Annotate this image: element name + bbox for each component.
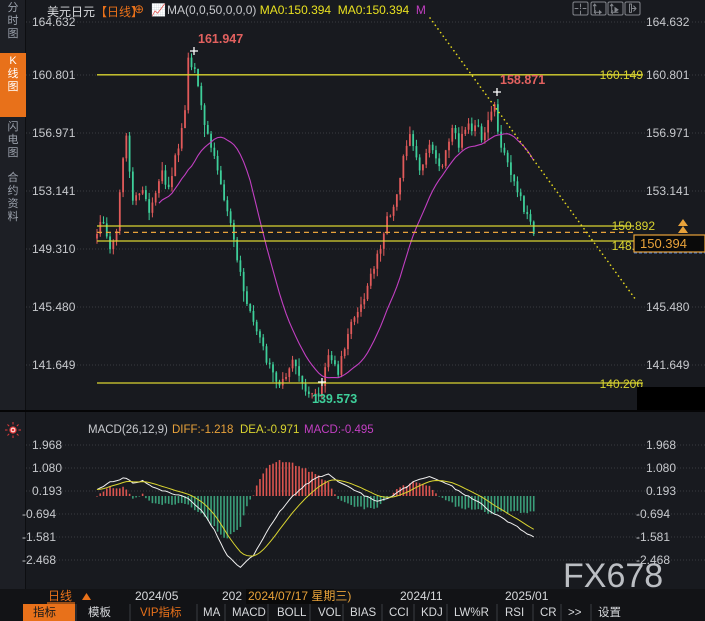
- svg-text:-2.468: -2.468: [22, 553, 56, 567]
- svg-text:158.871: 158.871: [500, 73, 545, 87]
- svg-text:MA: MA: [203, 607, 221, 619]
- svg-text:202: 202: [222, 589, 242, 603]
- svg-text:MACD: MACD: [232, 607, 266, 619]
- svg-text:150.892: 150.892: [612, 219, 656, 233]
- svg-text:LW%R: LW%R: [454, 607, 489, 619]
- svg-text:156.971: 156.971: [646, 126, 690, 140]
- svg-text:-1.581: -1.581: [636, 530, 670, 544]
- svg-text:164.632: 164.632: [32, 15, 76, 29]
- svg-text:145.480: 145.480: [646, 300, 690, 314]
- svg-text:2024/05: 2024/05: [135, 589, 179, 603]
- svg-text:1.080: 1.080: [646, 461, 676, 475]
- svg-text:2025/01: 2025/01: [505, 589, 549, 603]
- svg-text:DEA:-0.971: DEA:-0.971: [240, 424, 299, 436]
- svg-text:160.801: 160.801: [646, 68, 690, 82]
- svg-text:161.947: 161.947: [198, 32, 243, 46]
- svg-text:KDJ: KDJ: [421, 607, 443, 619]
- svg-text:-0.694: -0.694: [22, 507, 56, 521]
- svg-text:150.394: 150.394: [640, 236, 687, 251]
- svg-text:160.801: 160.801: [32, 68, 76, 82]
- svg-text:指标: 指标: [33, 605, 56, 619]
- svg-text:145.480: 145.480: [32, 300, 76, 314]
- svg-text:-0.694: -0.694: [636, 507, 670, 521]
- svg-text:140.206: 140.206: [600, 377, 644, 391]
- svg-text:VOL: VOL: [318, 607, 342, 619]
- svg-text:2024/07/17 星期三): 2024/07/17 星期三): [248, 589, 351, 603]
- svg-text:CCI: CCI: [389, 607, 409, 619]
- svg-text:2024/11: 2024/11: [400, 589, 443, 603]
- svg-text:149.310: 149.310: [32, 242, 76, 256]
- svg-text:-1.581: -1.581: [22, 530, 56, 544]
- svg-text:156.971: 156.971: [32, 126, 76, 140]
- svg-text:BIAS: BIAS: [350, 607, 377, 619]
- svg-text:0.193: 0.193: [32, 484, 62, 498]
- svg-text:153.141: 153.141: [646, 184, 690, 198]
- svg-text:VIP指标: VIP指标: [140, 605, 182, 619]
- svg-text:139.573: 139.573: [312, 392, 357, 406]
- svg-text:153.141: 153.141: [32, 184, 76, 198]
- svg-text:1.968: 1.968: [32, 438, 62, 452]
- svg-text:RSI: RSI: [505, 607, 524, 619]
- svg-text:MACD(26,12,9): MACD(26,12,9): [88, 424, 168, 436]
- svg-text:模板: 模板: [88, 605, 111, 619]
- svg-text:CR: CR: [540, 607, 557, 619]
- svg-text:141.649: 141.649: [646, 358, 690, 372]
- svg-text:1.968: 1.968: [646, 438, 676, 452]
- svg-text:BOLL: BOLL: [277, 607, 307, 619]
- svg-text:设置: 设置: [598, 606, 621, 619]
- svg-text:1.080: 1.080: [32, 461, 62, 475]
- svg-text:0.193: 0.193: [646, 484, 676, 498]
- svg-text:MACD:-0.495: MACD:-0.495: [304, 424, 374, 436]
- svg-text:141.649: 141.649: [32, 358, 76, 372]
- svg-text:160.149: 160.149: [600, 68, 644, 82]
- svg-text:日线: 日线: [48, 589, 72, 603]
- svg-text:DIFF:-1.218: DIFF:-1.218: [172, 424, 233, 436]
- svg-text:>>: >>: [568, 607, 582, 619]
- svg-text:164.632: 164.632: [646, 15, 690, 29]
